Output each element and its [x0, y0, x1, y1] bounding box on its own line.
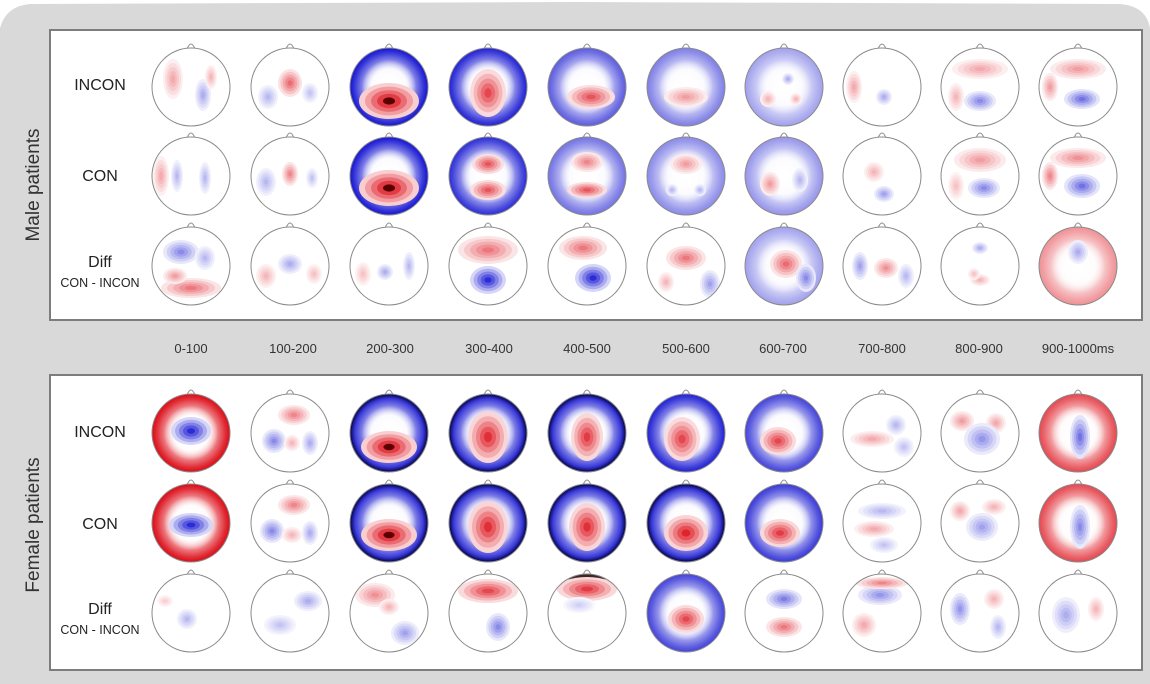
time-label-7: 700-800: [858, 341, 906, 356]
time-label-5: 500-600: [662, 341, 710, 356]
time-label-2: 200-300: [366, 341, 414, 356]
topomap-male-diff-4: [547, 222, 627, 306]
topomap-female-con-4: [547, 479, 627, 563]
topomap-male-con-0: [151, 132, 231, 216]
topomap-female-diff-9: [1038, 569, 1118, 653]
topomap-female-incon-5: [646, 389, 726, 473]
topomap-female-diff-6: [744, 569, 824, 653]
topomap-male-incon-3: [448, 43, 528, 127]
topomap-female-incon-7: [842, 389, 922, 473]
topomap-male-con-5: [646, 132, 726, 216]
time-label-4: 400-500: [563, 341, 611, 356]
topomap-female-incon-8: [940, 389, 1020, 473]
time-label-6: 600-700: [759, 341, 807, 356]
topomap-male-diff-9: [1038, 222, 1118, 306]
topomap-male-incon-5: [646, 43, 726, 127]
topomap-female-con-9: [1038, 479, 1118, 563]
topomap-male-diff-7: [842, 222, 922, 306]
topomap-male-con-9: [1038, 132, 1118, 216]
time-label-9: 900-1000ms: [1041, 341, 1115, 356]
topomap-female-con-6: [744, 479, 824, 563]
topomap-male-incon-9: [1038, 43, 1118, 127]
time-label-3: 300-400: [465, 341, 513, 356]
male-row-label-diff: Diff: [88, 254, 112, 271]
topomap-male-diff-5: [646, 222, 726, 306]
male-row-label-diff-sub: CON - INCON: [60, 276, 140, 290]
topomap-female-diff-5: [646, 569, 726, 653]
topomap-female-incon-1: [250, 389, 330, 473]
topomap-female-con-7: [842, 479, 922, 563]
topomap-female-diff-3: [448, 569, 528, 653]
topomap-female-incon-2: [349, 389, 429, 473]
topomap-male-incon-6: [744, 43, 824, 127]
topomap-female-con-1: [250, 479, 330, 563]
male-row-label-con: CON: [82, 168, 118, 185]
topomap-female-diff-4: [547, 569, 627, 653]
topomap-female-incon-3: [448, 389, 528, 473]
topomap-male-diff-0: [151, 222, 231, 306]
topomap-male-diff-2: [349, 222, 429, 306]
topomap-female-con-5: [646, 479, 726, 563]
topomap-male-incon-2: [349, 43, 429, 127]
topomap-male-con-2: [349, 132, 429, 216]
topomap-male-incon-0: [151, 43, 231, 127]
topomap-female-incon-0: [151, 389, 231, 473]
female-row-label-diff: Diff: [88, 601, 112, 618]
time-label-0: 0-100: [174, 341, 208, 356]
topomap-female-con-2: [349, 479, 429, 563]
male-row-label-incon: INCON: [74, 77, 126, 94]
topomap-female-diff-2: [349, 569, 429, 653]
topomap-male-con-1: [250, 132, 330, 216]
topomap-male-incon-8: [940, 43, 1020, 127]
topomap-male-incon-1: [250, 43, 330, 127]
topomap-male-diff-8: [940, 222, 1020, 306]
topomap-male-con-3: [448, 132, 528, 216]
topomap-male-diff-1: [250, 222, 330, 306]
topomap-female-diff-8: [940, 569, 1020, 653]
topomap-female-diff-7: [842, 569, 922, 653]
time-label-1: 100-200: [269, 341, 317, 356]
topomap-male-con-7: [842, 132, 922, 216]
topomap-male-diff-6: [744, 222, 824, 306]
topomap-female-diff-1: [250, 569, 330, 653]
female-row-label-diff-sub: CON - INCON: [60, 623, 140, 637]
topomap-female-con-0: [151, 479, 231, 563]
female-row-label-con: CON: [82, 516, 118, 533]
topomap-female-con-3: [448, 479, 528, 563]
time-label-8: 800-900: [955, 341, 1003, 356]
topomap-female-con-8: [940, 479, 1020, 563]
female-row-label-incon: INCON: [74, 424, 126, 441]
topomap-female-incon-9: [1038, 389, 1118, 473]
topomap-female-diff-0: [151, 569, 231, 653]
topomap-male-con-4: [547, 132, 627, 216]
topomap-female-incon-4: [547, 389, 627, 473]
topomap-male-con-8: [940, 132, 1020, 216]
topomap-male-diff-3: [448, 222, 528, 306]
topomap-male-incon-7: [842, 43, 922, 127]
topomap-male-con-6: [744, 132, 824, 216]
topomap-female-incon-6: [744, 389, 824, 473]
topomap-male-incon-4: [547, 43, 627, 127]
